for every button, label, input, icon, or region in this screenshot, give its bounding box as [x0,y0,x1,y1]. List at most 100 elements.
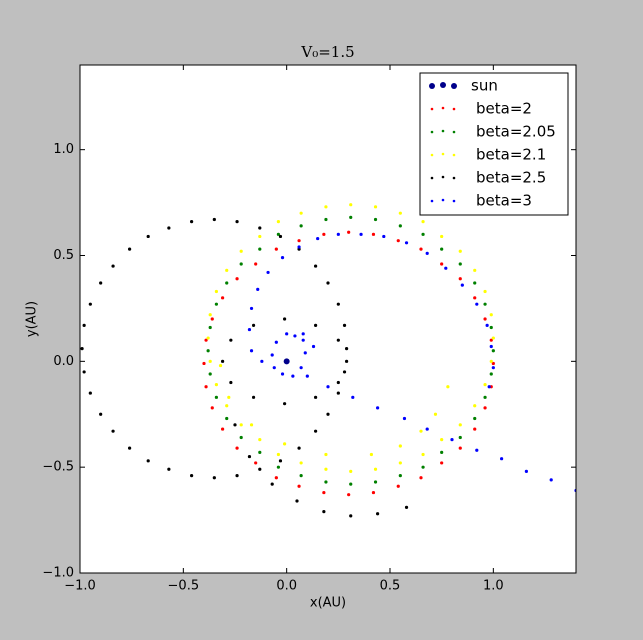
point [235,446,239,450]
point [266,270,270,275]
point [252,395,256,399]
point [167,467,171,471]
point [256,287,260,291]
point [208,372,212,376]
point [349,469,353,473]
point [421,220,425,224]
point [421,232,425,236]
point [489,313,493,317]
point [458,262,462,266]
point [483,317,487,321]
point [285,332,289,336]
point [398,211,402,215]
point [229,338,233,342]
point [351,395,355,399]
y-tick-label: 0.5 [53,248,74,263]
legend-label: beta=2 [476,100,532,118]
point [258,467,262,471]
point [297,446,301,450]
point [314,264,318,268]
point [299,474,303,478]
point [473,281,477,285]
x-tick-label: 0.0 [276,579,297,594]
point [421,452,425,457]
point [440,461,444,465]
point [326,412,330,416]
legend-marker [430,199,434,203]
point [235,220,239,224]
point [336,302,340,306]
point [299,366,303,370]
point [208,313,212,317]
point [425,251,429,255]
point [500,457,504,461]
point [247,454,252,459]
legend-marker [429,83,435,89]
point [212,217,216,222]
legend-marker [452,176,456,180]
legend-marker [451,83,457,89]
point [247,327,252,332]
point [280,372,285,376]
point [342,323,347,327]
point [373,467,378,471]
point [458,423,462,427]
point [297,245,301,249]
point [80,347,84,351]
point [82,323,86,327]
point [88,391,92,395]
point [214,289,218,294]
point [128,446,132,450]
point [111,264,115,268]
point [347,230,351,234]
point [252,323,256,327]
point [489,325,493,330]
point [326,281,330,285]
x-tick-label: −1.0 [64,579,96,594]
legend-marker [441,129,445,133]
point [440,247,444,251]
point [303,351,307,355]
point [347,493,351,497]
y-tick-label: −1.0 [42,566,74,581]
point [235,277,239,281]
point [483,289,487,294]
point [204,338,208,342]
point [276,232,280,236]
legend-marker [440,82,446,88]
point [489,344,493,349]
point [483,302,487,306]
point [473,427,477,431]
point [314,395,318,399]
point [371,232,376,236]
point [99,412,103,416]
point [450,438,454,442]
point [208,359,212,363]
legend-marker [430,176,434,180]
point [345,347,349,351]
point [359,232,363,236]
point [301,332,305,336]
legend-marker [430,153,434,157]
point [549,478,553,482]
point [483,406,487,410]
point [336,338,340,342]
point [258,450,262,454]
point [382,234,386,239]
point [235,474,239,478]
point [425,427,429,431]
x-tick-label: 0.5 [380,579,401,594]
point [233,423,237,427]
y-tick-label: 0.0 [53,354,74,369]
point [458,277,462,281]
point [349,203,353,207]
point [396,484,400,488]
point [167,226,171,230]
legend-marker [452,130,456,134]
point [322,510,326,514]
point [299,224,303,228]
point [249,306,254,311]
legend-label: beta=2.1 [476,146,546,164]
point [371,490,376,495]
